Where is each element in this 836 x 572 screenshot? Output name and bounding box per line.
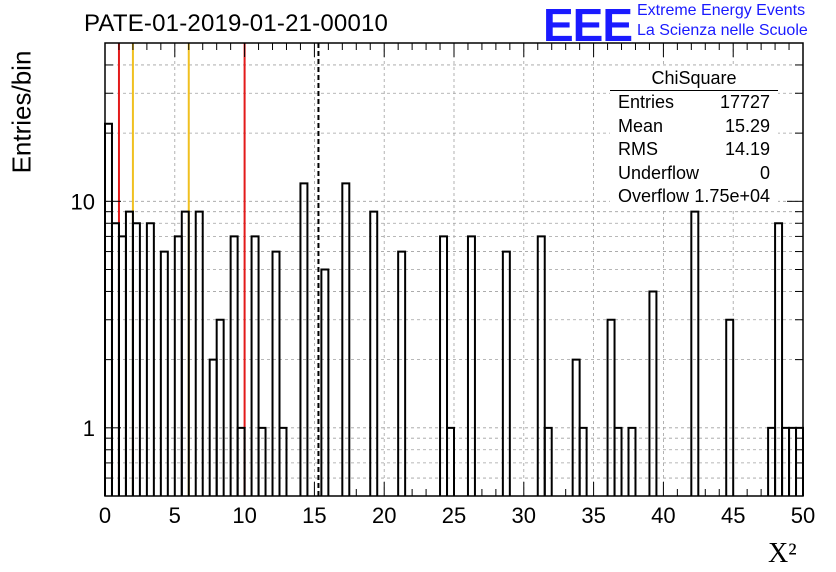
histogram-bar (341, 182, 351, 496)
histogram-bar (397, 250, 407, 496)
histogram-bar (543, 426, 553, 496)
tick-labels: 0 5 10 15 20 25 30 35 40 45 50 1 10 (71, 189, 816, 528)
histogram-bar (215, 318, 225, 496)
run-title: PATE-01-2019-01-21-00010 (84, 10, 389, 37)
organization-name: Extreme Energy Events (637, 2, 806, 19)
histogram-bar (446, 426, 455, 496)
histogram-bar (271, 250, 281, 496)
stats-label: Mean (618, 115, 664, 136)
histogram-bar (159, 250, 169, 496)
x-tick-label: 35 (581, 503, 605, 528)
histogram-bar (501, 250, 511, 496)
histogram-bar (180, 210, 190, 496)
histogram-bar (774, 222, 784, 496)
histogram-bar (194, 210, 204, 496)
histogram-bar (131, 222, 141, 496)
x-tick-label: 25 (442, 503, 466, 528)
y-tick-label: 1 (83, 416, 95, 441)
histogram-bar (606, 318, 616, 496)
stats-value: 14.19 (724, 139, 770, 159)
stats-label: Entries (618, 92, 675, 112)
stats-label: Underflow (618, 162, 700, 183)
histogram-bar (725, 318, 735, 496)
axis-ticks (104, 42, 804, 497)
statistics-title: ChiSquare (610, 66, 778, 91)
histogram-bar (627, 426, 637, 496)
stats-label: RMS (618, 139, 658, 159)
histogram-bar (257, 426, 267, 496)
histogram-bar (578, 426, 588, 496)
histogram-bar (250, 235, 260, 496)
x-tick-label: 10 (232, 503, 256, 528)
histogram-bar (104, 122, 113, 496)
stats-value: 15.29 (724, 115, 770, 136)
x-tick-label: 5 (169, 503, 181, 528)
stats-value: 0 (759, 162, 770, 183)
histogram-bar (369, 210, 379, 496)
stats-row-overflow: Overflow 1.75e+04 (610, 185, 778, 209)
histogram-bar (117, 235, 127, 496)
x-axis-label: X² (768, 538, 797, 569)
stats-value: 17727 (719, 92, 770, 112)
histogram-bar (236, 426, 246, 496)
stats-row-underflow: Underflow 0 (610, 162, 778, 186)
histogram-bar (613, 426, 623, 496)
stats-label: Overflow (618, 186, 690, 206)
stats-row-entries: Entries 17727 (610, 91, 778, 115)
histogram-bar (439, 235, 449, 496)
histogram-bar (229, 235, 239, 496)
eee-logo: EEE (543, 0, 633, 51)
histogram-bar (648, 290, 658, 496)
histogram-bar (173, 235, 183, 496)
x-tick-label: 15 (302, 503, 326, 528)
histogram-bar (320, 268, 330, 496)
stats-row-mean: Mean 15.29 (610, 115, 778, 139)
x-tick-label: 50 (791, 503, 815, 528)
x-tick-label: 40 (651, 503, 675, 528)
histogram-bar (145, 222, 155, 496)
y-tick-label: 10 (71, 189, 95, 214)
stats-row-rms: RMS 14.19 (610, 138, 778, 162)
x-tick-label: 0 (99, 503, 111, 528)
x-tick-label: 45 (721, 503, 745, 528)
histogram-bar (466, 235, 476, 496)
histogram-bar (299, 182, 309, 496)
histogram-bar (536, 235, 546, 496)
histogram-bar (278, 426, 288, 496)
y-axis-label: Entries/bin (6, 50, 37, 174)
histogram-bar (690, 210, 700, 496)
stats-value: 1.75e+04 (694, 186, 770, 206)
x-tick-label: 30 (512, 503, 536, 528)
organization-subtitle: La Scienza nelle Scuole (637, 22, 808, 39)
statistics-box: ChiSquare Entries 17727 Mean 15.29 RMS 1… (610, 66, 778, 209)
x-tick-label: 20 (372, 503, 396, 528)
histogram-bar (124, 210, 134, 496)
